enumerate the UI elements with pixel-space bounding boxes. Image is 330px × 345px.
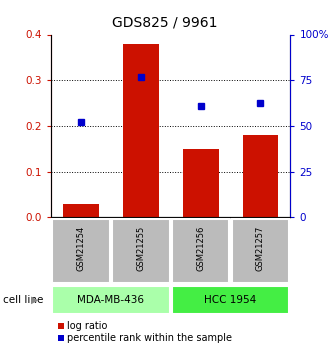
Text: GSM21254: GSM21254 xyxy=(77,225,85,271)
Bar xyxy=(243,135,279,217)
Bar xyxy=(52,286,170,314)
Bar xyxy=(172,219,229,283)
Bar xyxy=(183,149,218,217)
Text: percentile rank within the sample: percentile rank within the sample xyxy=(67,333,232,343)
Text: GSM21257: GSM21257 xyxy=(256,225,265,271)
Text: GSM21255: GSM21255 xyxy=(136,225,146,271)
Bar xyxy=(123,43,159,217)
Text: GDS825 / 9961: GDS825 / 9961 xyxy=(112,16,218,30)
Text: cell line: cell line xyxy=(3,295,44,305)
Text: GSM21256: GSM21256 xyxy=(196,225,205,271)
Text: MDA-MB-436: MDA-MB-436 xyxy=(78,295,145,305)
Text: HCC 1954: HCC 1954 xyxy=(205,295,257,305)
Bar xyxy=(172,286,289,314)
Bar xyxy=(232,219,289,283)
Bar xyxy=(52,219,110,283)
Text: log ratio: log ratio xyxy=(67,321,107,331)
Bar xyxy=(112,219,170,283)
Text: ▶: ▶ xyxy=(31,295,38,305)
Bar xyxy=(63,204,99,217)
